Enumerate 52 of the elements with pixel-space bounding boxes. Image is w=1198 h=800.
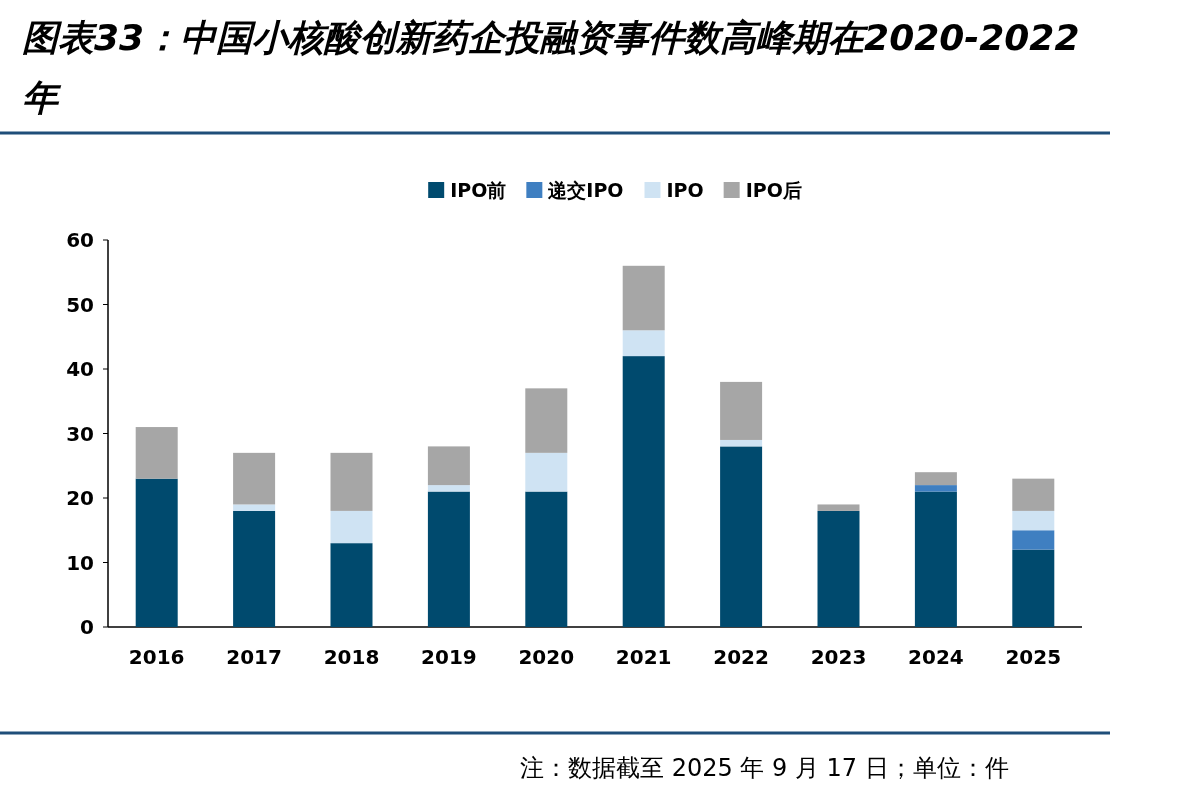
x-tick-label: 2016 [128,645,185,669]
x-tick-label: 2020 [518,645,575,669]
bar [427,446,470,486]
bar [720,446,763,627]
bar [233,510,276,627]
bar [622,265,665,331]
y-tick-label: 30 [66,421,94,446]
x-tick-label: 2023 [810,645,867,669]
x-tick-label: 2021 [615,645,672,669]
bar [1012,549,1055,627]
bar [233,504,276,511]
bar [525,388,568,453]
bar [622,330,665,357]
bar [720,381,763,440]
bar [1012,478,1055,511]
x-tick-label: 2017 [226,645,282,669]
bar [427,485,470,492]
bar [427,491,470,627]
bar [914,472,957,486]
bar [330,510,373,544]
bar [233,452,276,505]
bar [817,504,860,511]
bar [525,491,568,627]
chart-title: 图表33：中国小核酸创新药企投融资事件数高峰期在2020-2022 年 [22,16,1081,120]
y-tick-label: 50 [66,292,94,317]
bar [720,439,763,447]
x-tick-label: 2025 [1005,645,1062,669]
legend-label: IPO [666,179,704,201]
bar [330,452,373,511]
x-tick-label: 2019 [421,645,477,669]
bar [914,491,957,627]
x-tick-label: 2022 [713,645,769,669]
bar [622,356,665,627]
bar [1012,530,1055,550]
bar [135,427,178,479]
y-tick-label: 0 [80,615,94,639]
bar [135,478,178,627]
x-tick-label: 2018 [323,645,380,669]
y-tick-label: 20 [66,486,94,510]
legend-label: IPO前 [450,179,507,201]
bar [525,452,568,492]
bar [1012,510,1055,531]
bar [330,543,373,627]
legend-label: IPO后 [745,179,802,201]
legend-label: 递交IPO [547,179,624,201]
bar [817,510,860,627]
bar [914,485,957,492]
x-tick-label: 2024 [908,645,964,669]
text: 注：数据截至 2025 年 9 月 17 日；单位：件 [520,753,1009,784]
y-tick-label: 60 [66,228,94,252]
y-tick-label: 10 [66,550,94,575]
y-tick-label: 40 [66,357,94,381]
